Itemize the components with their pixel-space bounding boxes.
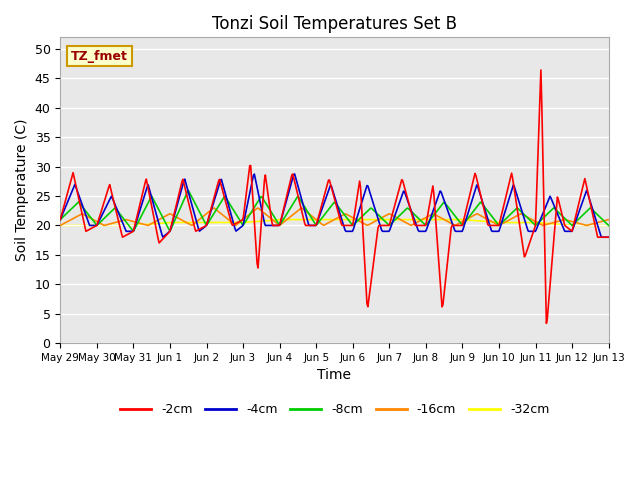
-4cm xyxy=(56,216,64,222)
Text: TZ_fmet: TZ_fmet xyxy=(71,49,128,62)
Line: -4cm: -4cm xyxy=(60,174,609,237)
-2cm xyxy=(469,178,477,184)
-2cm xyxy=(197,226,205,231)
-4cm xyxy=(470,191,478,197)
-16cm xyxy=(470,212,478,218)
Line: -16cm: -16cm xyxy=(60,208,609,226)
-32cm xyxy=(56,223,64,228)
-4cm xyxy=(154,215,161,221)
-2cm xyxy=(543,321,550,326)
-4cm xyxy=(424,224,431,230)
Legend: -2cm, -4cm, -8cm, -16cm, -32cm: -2cm, -4cm, -8cm, -16cm, -32cm xyxy=(115,398,554,421)
Line: -32cm: -32cm xyxy=(60,219,609,226)
-8cm xyxy=(130,228,138,234)
-8cm xyxy=(424,219,432,225)
-2cm xyxy=(305,223,312,228)
-4cm xyxy=(291,171,298,177)
Line: -2cm: -2cm xyxy=(60,70,609,324)
-8cm xyxy=(471,206,479,212)
-8cm xyxy=(381,219,389,225)
-16cm xyxy=(154,217,161,223)
Line: -8cm: -8cm xyxy=(60,191,609,231)
-32cm xyxy=(381,216,388,222)
-4cm xyxy=(598,234,606,240)
-2cm xyxy=(56,216,64,222)
-2cm xyxy=(605,234,612,240)
-8cm xyxy=(154,206,162,212)
Y-axis label: Soil Temperature (C): Soil Temperature (C) xyxy=(15,119,29,262)
-8cm xyxy=(307,213,314,219)
-2cm xyxy=(537,67,545,73)
-32cm xyxy=(276,216,284,222)
-32cm xyxy=(197,220,205,226)
-32cm xyxy=(305,216,313,222)
-32cm xyxy=(470,217,478,223)
-32cm xyxy=(424,216,431,222)
X-axis label: Time: Time xyxy=(317,368,351,382)
-16cm xyxy=(210,205,218,211)
-2cm xyxy=(422,219,430,225)
Title: Tonzi Soil Temperatures Set B: Tonzi Soil Temperatures Set B xyxy=(212,15,457,33)
-8cm xyxy=(605,223,612,228)
-8cm xyxy=(184,188,192,193)
-4cm xyxy=(305,223,313,228)
-2cm xyxy=(380,223,387,228)
-16cm xyxy=(381,214,388,219)
-2cm xyxy=(154,232,161,238)
-4cm xyxy=(605,234,612,240)
-16cm xyxy=(56,223,64,228)
-16cm xyxy=(605,216,612,222)
-16cm xyxy=(305,211,313,217)
-32cm xyxy=(605,223,612,228)
-4cm xyxy=(381,228,388,234)
-8cm xyxy=(199,216,207,222)
-32cm xyxy=(154,221,161,227)
-4cm xyxy=(197,227,205,232)
-16cm xyxy=(424,214,431,220)
-16cm xyxy=(197,215,205,221)
-8cm xyxy=(56,216,64,222)
